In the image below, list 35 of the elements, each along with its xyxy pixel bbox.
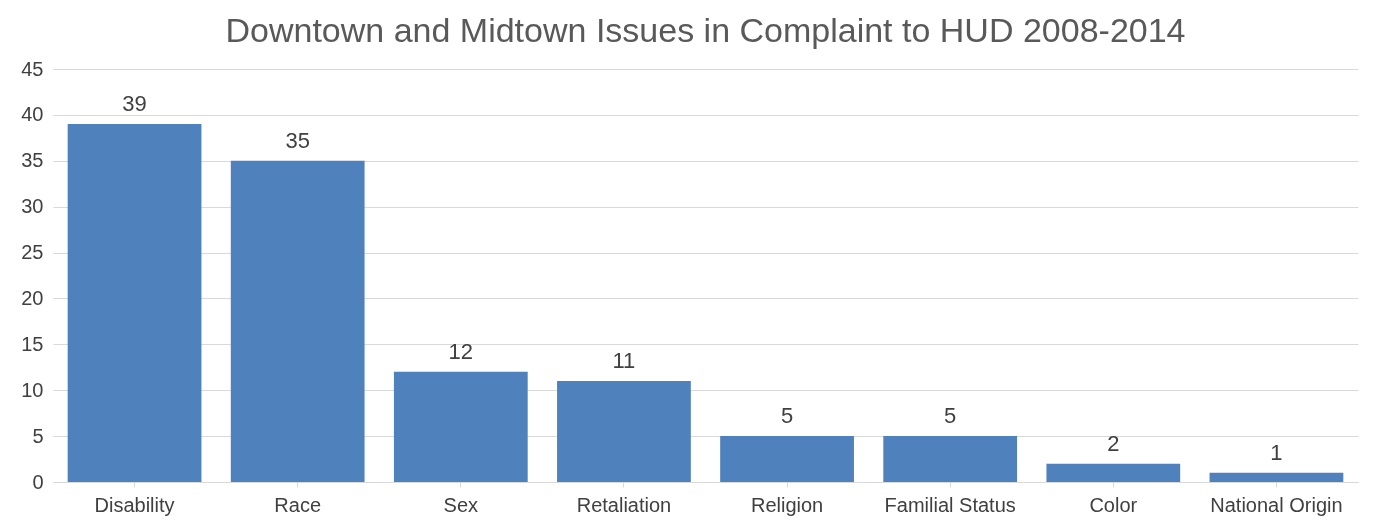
y-tick-label: 40 xyxy=(21,103,44,126)
bar xyxy=(720,436,854,482)
y-tick-label: 5 xyxy=(32,424,44,447)
bar xyxy=(883,436,1018,482)
x-tick-label: Sex xyxy=(443,493,479,516)
chart-title: Downtown and Midtown Issues in Complaint to HUD 2008-2014 xyxy=(225,11,1186,49)
bar xyxy=(393,371,528,482)
y-tick-label: 35 xyxy=(21,149,44,172)
bar xyxy=(67,124,202,482)
x-tick-label: Familial Status xyxy=(884,493,1016,516)
bar xyxy=(230,160,365,482)
bar xyxy=(1046,463,1181,482)
y-tick-label: 10 xyxy=(21,378,44,401)
bar xyxy=(557,381,691,482)
data-label: 35 xyxy=(285,127,310,153)
data-label: 39 xyxy=(122,91,147,117)
bar xyxy=(1209,472,1344,482)
x-tick-label: Disability xyxy=(94,493,175,516)
data-label: 1 xyxy=(1270,439,1283,465)
y-tick-label: 15 xyxy=(21,332,44,355)
data-label: 11 xyxy=(612,348,636,374)
x-tick-label: National Origin xyxy=(1210,493,1343,516)
data-label: 5 xyxy=(780,403,794,429)
x-tick-label: Color xyxy=(1089,493,1138,516)
data-label: 5 xyxy=(944,403,957,429)
y-tick-label: 0 xyxy=(32,470,44,493)
y-tick-label: 30 xyxy=(21,195,44,218)
data-label: 12 xyxy=(448,338,474,364)
x-tick-label: Retaliation xyxy=(576,493,672,516)
y-tick-label: 25 xyxy=(21,241,44,264)
data-label: 2 xyxy=(1107,430,1120,456)
y-tick-label: 45 xyxy=(21,57,44,80)
y-tick-label: 20 xyxy=(21,286,44,309)
x-tick-label: Religion xyxy=(750,493,824,516)
x-tick-label: Race xyxy=(274,493,322,516)
